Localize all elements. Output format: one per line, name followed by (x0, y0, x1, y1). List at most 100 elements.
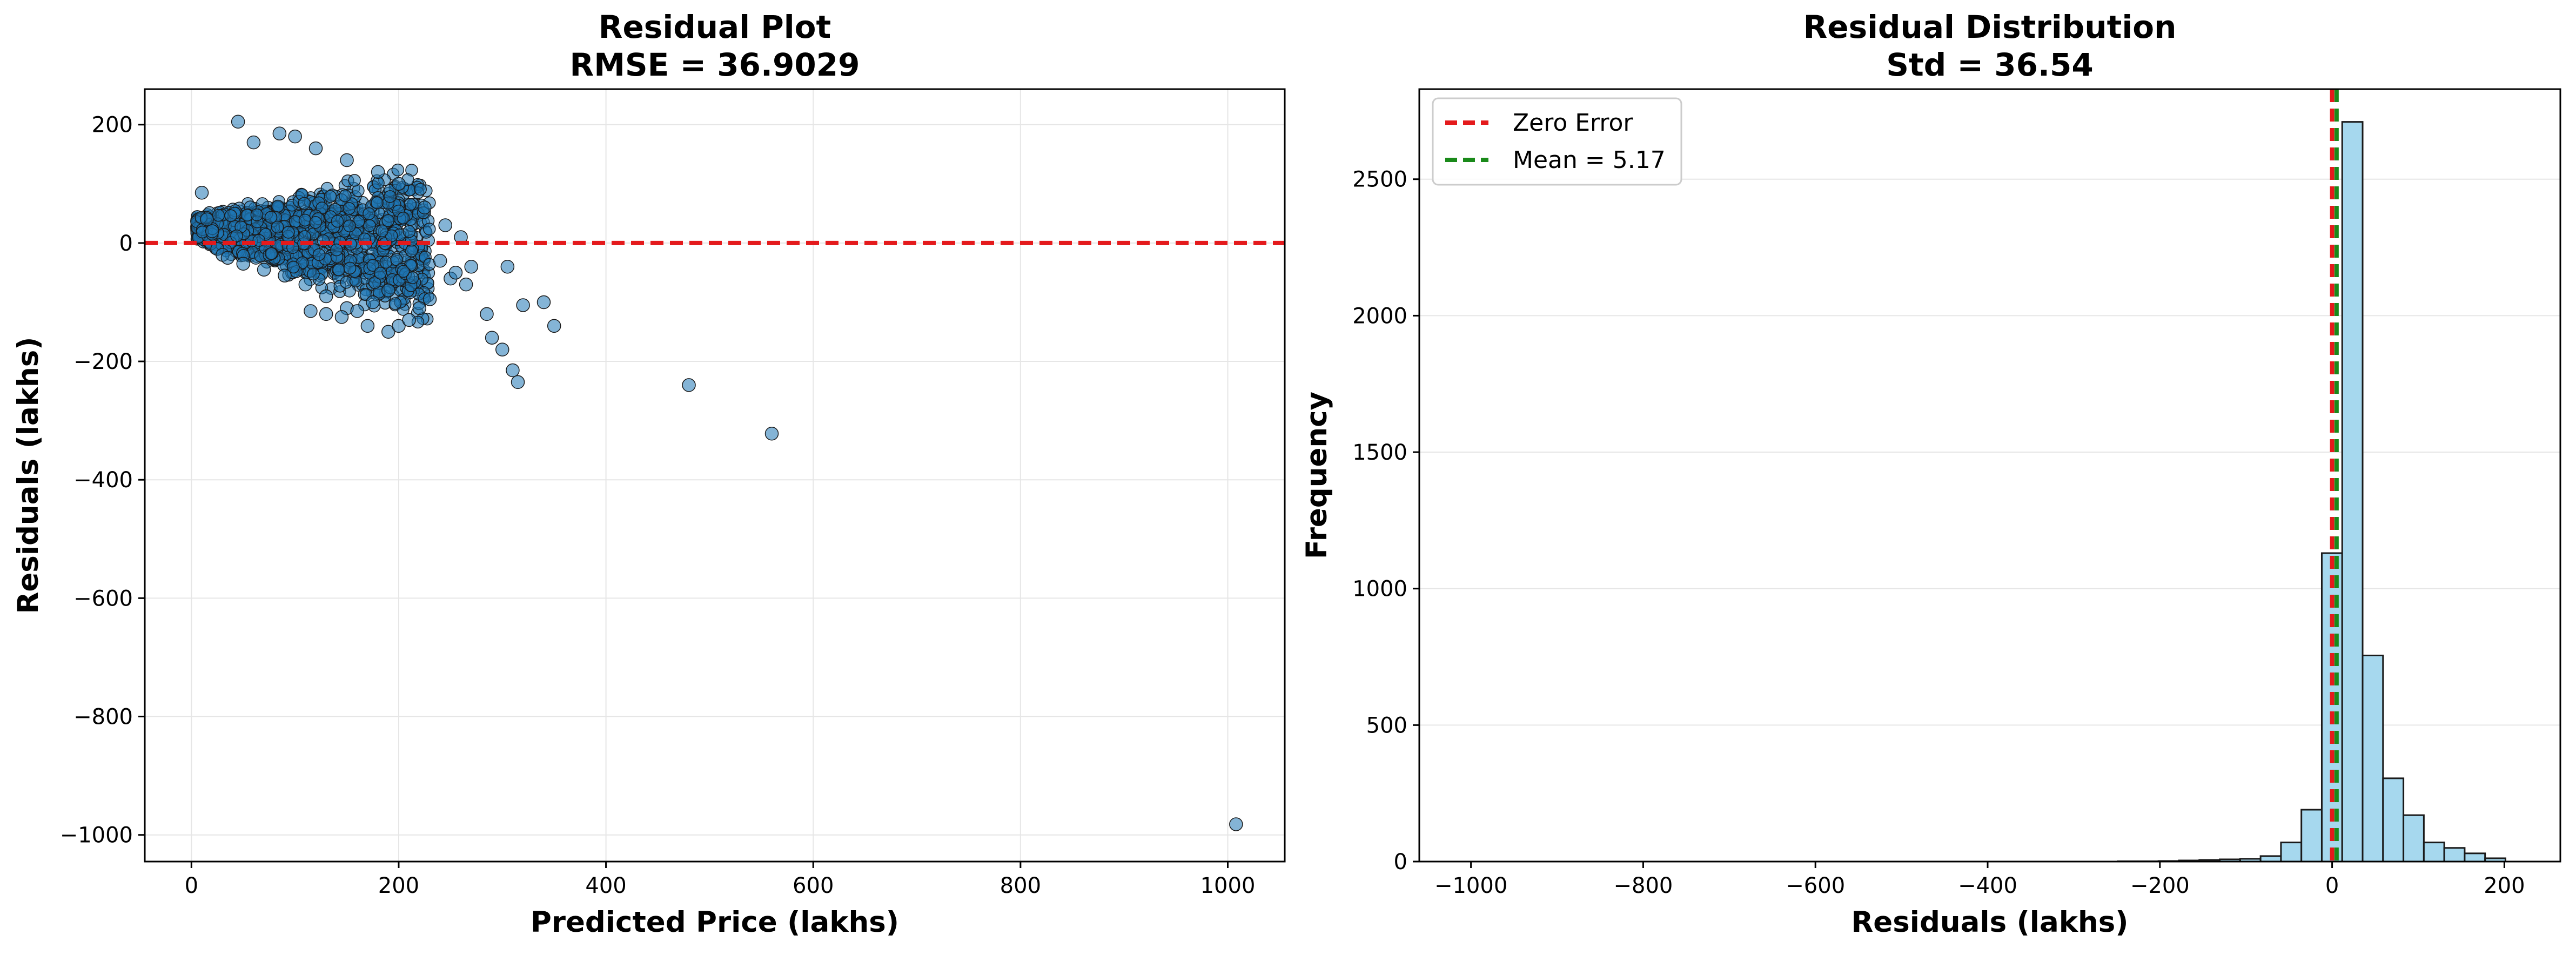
scatter-point (220, 251, 235, 265)
scatter-point (200, 212, 214, 226)
scatter-point (371, 196, 384, 210)
y-tick-label: −800 (73, 705, 133, 730)
scatter-point (343, 261, 357, 275)
histogram-reference-lines (2330, 89, 2339, 862)
scatter-point (764, 426, 779, 441)
scatter-point (340, 153, 354, 167)
scatter-point (536, 295, 551, 310)
scatter-point (298, 213, 312, 227)
scatter-point (343, 219, 356, 232)
scatter-point (381, 283, 395, 298)
scatter-y-axis-label: Residuals (lakhs) (12, 337, 45, 614)
scatter-point (397, 265, 410, 278)
x-tick-label: 400 (585, 873, 626, 898)
residual-plot-panel: Residual Plot RMSE = 36.9029 0 200 400 600 8… (12, 9, 1286, 939)
scatter-point (397, 211, 410, 225)
scatter-point (402, 313, 416, 327)
histogram-bar (2423, 842, 2445, 863)
y-tick-label: 2500 (1352, 167, 1407, 192)
histogram-bar (2259, 855, 2282, 863)
scatter-point (388, 297, 402, 310)
scatter-point (288, 129, 302, 144)
scatter-point (480, 307, 494, 321)
y-tick-label: 200 (92, 113, 133, 138)
x-tick-label: 200 (2484, 873, 2525, 898)
scatter-point (224, 209, 237, 223)
scatter-point (205, 224, 219, 238)
y-tick-label: −600 (73, 586, 133, 611)
scatter-point (250, 209, 264, 221)
scatter-point (363, 207, 375, 220)
scatter-point (375, 224, 388, 238)
residual-distribution-panel: Residual Distribution Std = 36.54 −1000−… (1300, 9, 2561, 939)
scatter-point (360, 319, 375, 333)
scatter-title: Residual Plot (599, 9, 831, 45)
y-tick-label: 2000 (1352, 304, 1407, 328)
scatter-point (331, 214, 344, 228)
scatter-point (304, 304, 318, 318)
y-tick-label: 1500 (1352, 440, 1407, 465)
histogram-title: Residual Distribution (1803, 9, 2177, 45)
scatter-point (265, 247, 278, 260)
scatter-point (298, 277, 313, 292)
y-tick-label: 500 (1366, 713, 1407, 738)
scatter-point (212, 209, 225, 222)
scatter-point (485, 331, 499, 345)
scatter-point (464, 259, 478, 274)
x-tick-label: −800 (1613, 873, 1673, 898)
scatter-point (298, 230, 311, 243)
scatter-point (438, 218, 453, 232)
x-tick-label: −400 (1958, 873, 2017, 898)
y-tick-label: 0 (1394, 850, 1407, 875)
scatter-point (324, 190, 337, 203)
scatter-point (350, 304, 364, 318)
scatter-point (391, 163, 405, 177)
histogram-bar (2280, 842, 2303, 863)
scatter-point (418, 200, 432, 214)
scatter-point (404, 198, 417, 211)
x-tick-label: −1000 (1434, 873, 1507, 898)
x-tick-label: 600 (793, 873, 834, 898)
scatter-point (516, 298, 530, 312)
scatter-point (412, 301, 427, 315)
histogram-bars (2117, 121, 2506, 863)
scatter-point (264, 211, 278, 224)
scatter-point (1229, 817, 1243, 831)
scatter-point (348, 174, 361, 187)
x-tick-label: 800 (1000, 873, 1041, 898)
y-tick-label: −1000 (60, 823, 133, 848)
scatter-point (271, 220, 284, 234)
scatter-point (381, 325, 395, 339)
legend-mean-label: Mean = 5.17 (1513, 146, 1666, 174)
legend-zero-error-label: Zero Error (1513, 109, 1633, 137)
scatter-point (374, 266, 387, 280)
histogram-bar (2464, 852, 2486, 863)
histogram-x-axis-label: Residuals (lakhs) (1852, 906, 2129, 939)
scatter-subtitle: RMSE = 36.9029 (570, 46, 860, 83)
scatter-point (500, 259, 515, 274)
histogram-y-axis-label: Frequency (1300, 392, 1333, 559)
scatter-point (257, 263, 271, 277)
histogram-x-ticks: −1000 −800 −600 −400 −200 0 200 (1434, 862, 2525, 898)
scatter-point (278, 268, 292, 283)
scatter-point (406, 271, 419, 284)
scatter-point (246, 135, 261, 150)
scatter-point (309, 216, 322, 229)
scatter-point (363, 219, 376, 232)
histogram-bar (2403, 814, 2425, 863)
scatter-x-ticks: 0 200 400 600 800 1000 (185, 862, 1255, 898)
scatter-point (319, 289, 333, 304)
scatter-grid (145, 89, 1285, 862)
histogram-y-ticks: 0 500 1000 1500 2000 2500 (1352, 167, 1419, 875)
scatter-point (236, 257, 250, 271)
scatter-point (368, 276, 381, 290)
scatter-point (366, 259, 380, 272)
y-tick-label: −400 (73, 468, 133, 493)
x-tick-label: 0 (2325, 873, 2339, 898)
scatter-y-ticks: 200 0 −200 −400 −600 −800 −1000 (60, 113, 145, 848)
x-tick-label: −600 (1786, 873, 1845, 898)
scatter-point (308, 141, 323, 156)
legend-box (1432, 97, 1682, 186)
histogram-bar (2443, 847, 2466, 863)
scatter-point (506, 363, 520, 378)
